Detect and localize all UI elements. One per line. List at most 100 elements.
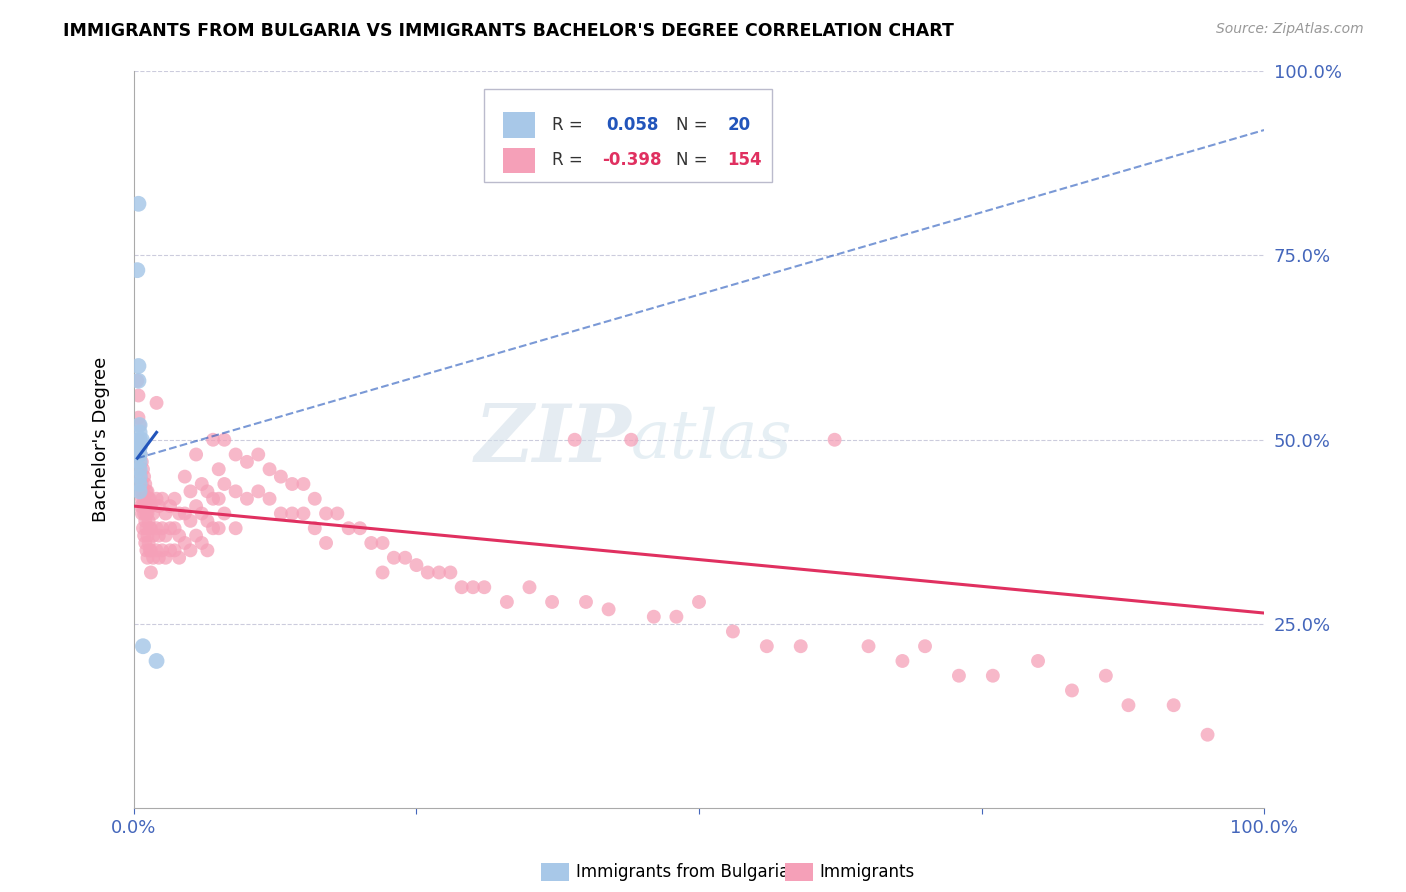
Point: [128, 462, 150, 476]
Point: [131, 433, 153, 447]
Point: [281, 507, 304, 521]
Text: N =: N =: [676, 152, 713, 169]
Point: [891, 654, 914, 668]
Point: [472, 580, 495, 594]
Point: [128, 440, 150, 454]
Point: [145, 521, 167, 535]
Text: Immigrants from Bulgaria: Immigrants from Bulgaria: [576, 863, 790, 881]
Point: [315, 507, 337, 521]
Point: [127, 263, 149, 277]
Point: [575, 595, 598, 609]
Point: [127, 374, 149, 388]
Point: [139, 521, 162, 535]
Point: [259, 491, 281, 506]
Point: [208, 491, 231, 506]
Point: [136, 528, 159, 542]
Point: [163, 521, 186, 535]
Point: [135, 507, 157, 521]
Point: [131, 507, 153, 521]
Point: [155, 550, 177, 565]
Point: [190, 536, 212, 550]
Point: [304, 521, 326, 535]
Point: [225, 521, 247, 535]
Point: [247, 484, 270, 499]
Point: [145, 654, 167, 668]
Point: [134, 536, 156, 550]
Point: [259, 462, 281, 476]
Point: [127, 196, 149, 211]
Point: [128, 469, 150, 483]
Point: [159, 499, 181, 513]
Point: [132, 491, 155, 506]
Point: [131, 477, 153, 491]
Point: [643, 609, 665, 624]
Point: [139, 566, 162, 580]
Point: [134, 514, 156, 528]
Point: [128, 455, 150, 469]
Point: [128, 440, 150, 454]
Point: [134, 499, 156, 513]
Point: [136, 484, 159, 499]
Point: [824, 433, 846, 447]
Text: ZIP: ZIP: [474, 401, 631, 478]
Point: [208, 521, 231, 535]
Point: [150, 491, 173, 506]
Point: [173, 507, 195, 521]
Point: [139, 543, 162, 558]
Text: N =: N =: [676, 116, 713, 134]
Bar: [503, 147, 536, 173]
Point: [225, 448, 247, 462]
Point: [139, 543, 162, 558]
Point: [163, 491, 186, 506]
Point: [450, 580, 472, 594]
Point: [427, 566, 450, 580]
Point: [208, 462, 231, 476]
Point: [337, 521, 360, 535]
Point: [236, 455, 259, 469]
Point: [214, 507, 236, 521]
Point: [132, 507, 155, 521]
Point: [981, 669, 1004, 683]
Point: [128, 417, 150, 432]
Point: [150, 543, 173, 558]
Point: [128, 448, 150, 462]
Point: [326, 507, 349, 521]
Point: [304, 491, 326, 506]
Point: [948, 669, 970, 683]
Point: [665, 609, 688, 624]
Point: [148, 550, 170, 565]
Point: [688, 595, 710, 609]
Point: [202, 491, 225, 506]
Point: [1026, 654, 1049, 668]
Point: [131, 491, 153, 506]
Point: [214, 433, 236, 447]
Point: [128, 448, 150, 462]
Point: [184, 499, 207, 513]
Point: [360, 536, 382, 550]
Point: [382, 550, 405, 565]
Point: [136, 550, 159, 565]
Point: [416, 566, 439, 580]
Point: [270, 507, 292, 521]
Point: [128, 433, 150, 447]
Text: 154: 154: [727, 152, 762, 169]
Point: [1163, 698, 1185, 713]
Text: 20: 20: [727, 116, 751, 134]
Point: [128, 477, 150, 491]
Point: [135, 521, 157, 535]
Point: [148, 528, 170, 542]
Point: [128, 425, 150, 440]
Point: [138, 536, 160, 550]
Point: [197, 543, 219, 558]
Point: [202, 433, 225, 447]
Point: [128, 433, 150, 447]
Point: [132, 462, 155, 476]
Point: [190, 477, 212, 491]
Point: [197, 484, 219, 499]
Point: [173, 469, 195, 483]
Point: [1095, 669, 1118, 683]
Point: [349, 521, 371, 535]
Point: [145, 543, 167, 558]
Point: [132, 528, 155, 542]
Point: [159, 521, 181, 535]
